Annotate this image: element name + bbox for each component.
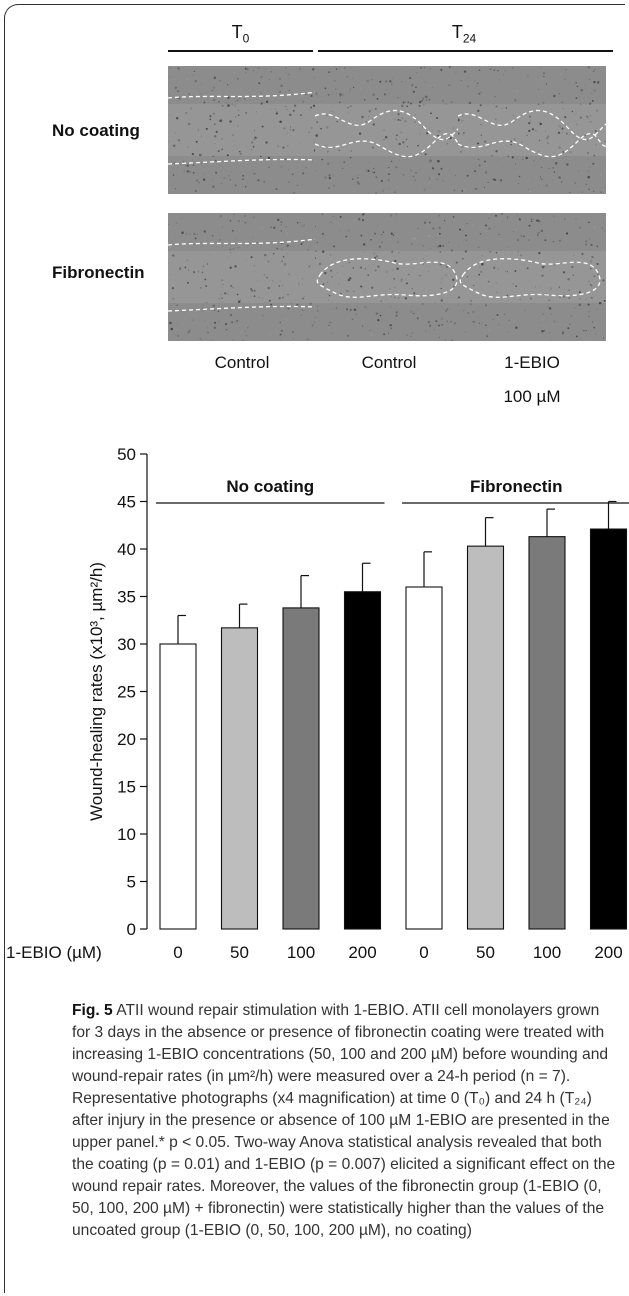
condition-label-3: 1-EBIO (504, 353, 560, 372)
figure-frame (4, 4, 625, 1293)
y-tick-label-2: 10 (117, 825, 136, 844)
x-axis-label: 1-EBIO (µM) (6, 943, 102, 962)
x-tick-label-1-1: 50 (476, 943, 495, 962)
bar-1-2 (528, 536, 566, 930)
bar-0-0 (159, 643, 197, 930)
micrograph-fibro-t24-ebio (458, 213, 606, 341)
y-tick-label-0: 0 (127, 920, 136, 939)
row-label-fibronectin: Fibronectin (52, 263, 145, 282)
micrograph-nocoat-t0-control (168, 66, 316, 194)
bar-chart: 0 5 10 15 20 25 30 35 40 45 50 Wound-healing rates … (6, 445, 629, 962)
header-t24-label: T (451, 22, 463, 42)
x-tick-label-1-3: 200 (594, 943, 622, 962)
y-tick-label-3: 15 (117, 778, 136, 797)
header-t24-line (318, 50, 613, 52)
bar-1-1 (466, 545, 505, 930)
x-tick-label-0-1: 50 (230, 943, 249, 962)
micrograph-fibro-t24-control (315, 213, 463, 341)
y-tick-label-9: 45 (117, 493, 136, 512)
group-label-0: No coating (226, 477, 314, 496)
row-label-no-coating: No coating (52, 121, 140, 140)
caption-text: ATII wound repair stimulation with 1-EBI… (72, 1002, 616, 1239)
bar-0-1 (220, 627, 259, 930)
x-tick-label-0-3: 200 (348, 943, 376, 962)
header-t0-line (168, 50, 313, 52)
micrograph-fibro-t0-control (168, 213, 316, 341)
x-tick-label-1-2: 100 (533, 943, 561, 962)
header-t24: T24 (315, 22, 613, 46)
y-tick-label-4: 20 (117, 730, 136, 749)
figure-caption: Fig. 5 ATII wound repair stimulation wit… (72, 1000, 617, 1242)
x-tick-label-0-2: 100 (287, 943, 315, 962)
y-tick-label-6: 30 (117, 635, 136, 654)
header-t0: T0 (168, 22, 313, 46)
condition-label-2: Control (361, 353, 417, 372)
bar-1-0 (405, 586, 443, 930)
group-label-1: Fibronectin (470, 477, 563, 496)
y-tick-label-8: 40 (117, 540, 136, 559)
bar-0-2 (282, 607, 320, 930)
y-tick-label-10: 50 (117, 445, 136, 464)
x-tick-label-0-0: 0 (173, 943, 182, 962)
condition-label-1: Control (214, 353, 270, 372)
y-tick-label-7: 35 (117, 588, 136, 607)
y-axis-label: Wound-healing rates (x10³, µm²/h) (87, 562, 106, 821)
bar-1-3 (589, 528, 628, 930)
x-tick-label-1-0: 0 (419, 943, 428, 962)
condition-sublabel-3: 100 µM (503, 387, 561, 406)
bar-0-3 (343, 591, 382, 930)
y-tick-label-5: 25 (117, 683, 136, 702)
header-t0-sub: 0 (242, 31, 250, 46)
header-t24-sub: 24 (462, 31, 477, 46)
header-t0-label: T (231, 22, 243, 42)
micrograph-nocoat-t24-ebio (458, 66, 606, 194)
micrograph-nocoat-t24-control (315, 66, 463, 194)
caption-label: Fig. 5 (72, 1002, 113, 1019)
y-tick-label-1: 5 (127, 873, 136, 892)
